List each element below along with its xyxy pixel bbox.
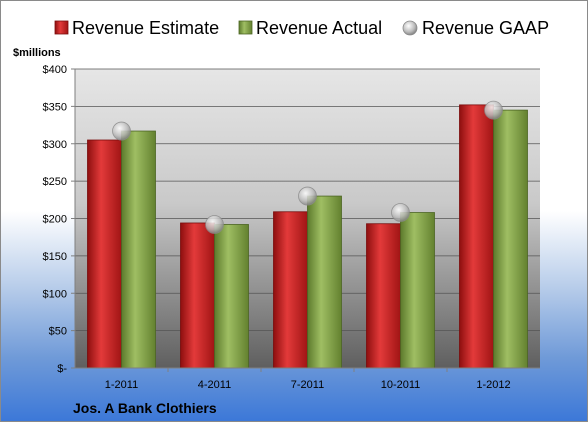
bar-revenue-actual: [121, 130, 156, 369]
bar-revenue-actual: [493, 109, 528, 369]
legend: Revenue Estimate Revenue Actual Revenue …: [54, 18, 549, 38]
y-axis-ticks: $- $50 $100 $150 $200 $250 $300 $350 $400: [43, 64, 75, 375]
y-tick-label: $-: [57, 363, 67, 375]
legend-label-estimate: Revenue Estimate: [72, 18, 219, 38]
bar-revenue-actual: [400, 212, 435, 369]
y-tick-label: $350: [43, 101, 67, 113]
x-tick-label: 1-2012: [476, 379, 510, 391]
y-tick-label: $400: [43, 64, 67, 76]
y-axis-unit-label: $millions: [13, 47, 61, 59]
bar-revenue-actual: [214, 224, 249, 369]
gaap-markers: [112, 100, 503, 234]
bar-revenue-estimate: [87, 139, 122, 369]
y-tick-label: $300: [43, 139, 67, 151]
marker-revenue-gaap: [484, 100, 503, 120]
marker-revenue-gaap: [298, 186, 317, 206]
marker-revenue-gaap: [112, 121, 131, 141]
y-tick-label: $100: [43, 288, 67, 300]
legend-label-gaap: Revenue GAAP: [422, 18, 549, 38]
bars: [87, 104, 528, 369]
x-tick-label: 7-2011: [291, 379, 324, 391]
legend-item-estimate: Revenue Estimate: [54, 18, 219, 38]
y-tick-label: $50: [49, 326, 67, 338]
x-tick-label: 1-2011: [105, 379, 138, 391]
legend-swatch-estimate: [54, 20, 69, 35]
marker-revenue-gaap: [205, 215, 224, 234]
bar-revenue-estimate: [180, 222, 215, 369]
legend-item-gaap: Revenue GAAP: [402, 18, 549, 38]
bar-revenue-estimate: [366, 223, 401, 369]
bar-revenue-estimate: [273, 211, 308, 369]
y-tick-label: $200: [43, 214, 67, 226]
marker-revenue-gaap: [391, 203, 410, 222]
y-tick-label: $150: [43, 251, 67, 263]
legend-item-actual: Revenue Actual: [238, 18, 382, 38]
company-name: Jos. A Bank Clothiers: [73, 400, 217, 416]
x-tick-label: 4-2011: [198, 379, 231, 391]
legend-label-actual: Revenue Actual: [256, 18, 382, 38]
bar-revenue-estimate: [459, 104, 494, 369]
legend-marker-gaap: [402, 20, 418, 36]
y-tick-label: $250: [43, 176, 67, 188]
x-axis-ticks: 1-2011 4-2011 7-2011 10-2011 1-2012: [105, 368, 511, 391]
bar-revenue-actual: [307, 195, 342, 369]
x-tick-label: 10-2011: [381, 379, 421, 391]
legend-swatch-actual: [238, 20, 253, 35]
